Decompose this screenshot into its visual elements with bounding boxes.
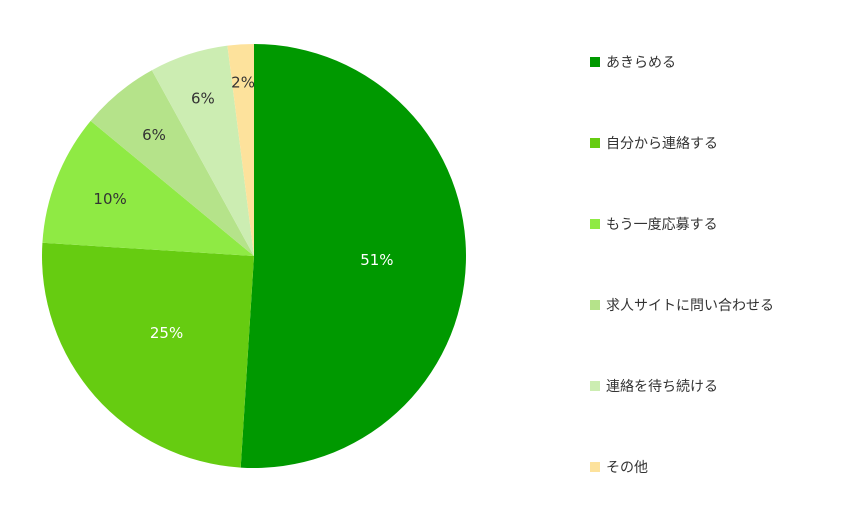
legend-item: 連絡を待ち続ける	[590, 376, 718, 396]
slice-data-label-2: 10%	[93, 190, 126, 208]
legend-label: 求人サイトに問い合わせる	[606, 298, 774, 314]
legend-item: 自分から連絡する	[590, 133, 718, 153]
pie-slice-4	[151, 45, 254, 256]
legend-label: その他	[606, 460, 648, 476]
slice-data-label-4: 6%	[191, 90, 215, 108]
legend-label: 自分から連絡する	[606, 136, 718, 152]
slice-data-label-0: 51%	[360, 251, 393, 269]
slice-data-label-1: 25%	[150, 324, 183, 342]
legend-item: あきらめる	[590, 52, 676, 72]
legend-label: もう一度応募する	[606, 217, 718, 233]
legend-item: 求人サイトに問い合わせる	[590, 295, 774, 315]
pie-slice-3	[90, 70, 255, 256]
pie-slice-1	[41, 242, 254, 468]
legend-swatch	[590, 219, 600, 229]
legend-swatch	[590, 138, 600, 148]
legend-item: その他	[590, 457, 648, 477]
legend-swatch	[590, 381, 600, 391]
legend-swatch	[590, 57, 600, 67]
pie-slice-5	[227, 44, 254, 256]
pie-slice-0	[240, 44, 466, 468]
legend-swatch	[590, 300, 600, 310]
legend-item: もう一度応募する	[590, 214, 718, 234]
slice-data-label-5: 2%	[231, 74, 255, 92]
slice-data-label-3: 6%	[142, 126, 166, 144]
pie-slice-2	[42, 120, 254, 256]
legend-label: 連絡を待ち続ける	[606, 379, 718, 395]
legend-swatch	[590, 462, 600, 472]
legend-label: あきらめる	[606, 55, 676, 71]
